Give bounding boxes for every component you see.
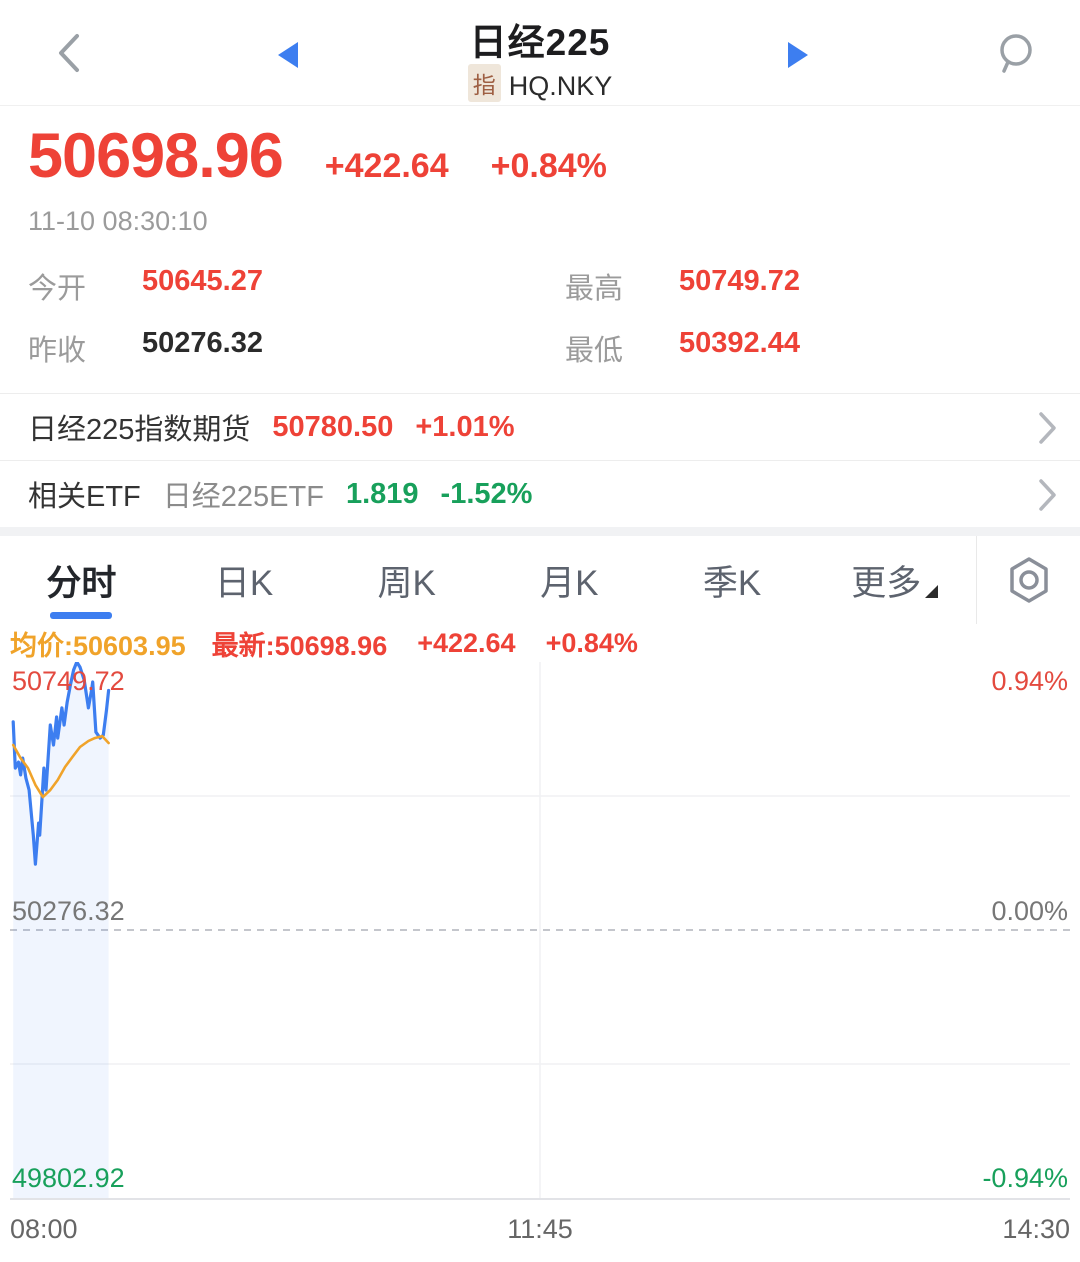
stock-code-row: 指 HQ.NKY [0, 64, 1080, 102]
section-divider [0, 527, 1080, 536]
stat-label: 今开 [28, 273, 87, 305]
chevron-right-icon [1039, 479, 1056, 511]
index-type-badge: 指 [467, 64, 501, 102]
etf-change-pct: -1.52% [440, 477, 533, 510]
header: 日经225 指 HQ.NKY [0, 0, 1080, 106]
last-price: 50698.96 [28, 121, 284, 191]
stock-code: HQ.NKY [508, 71, 613, 101]
dropdown-corner-icon [925, 584, 939, 598]
stat-high: 最高 50749.72 [565, 265, 1052, 307]
stat-value: 50645.27 [142, 265, 263, 297]
tab-label: 更多 [851, 563, 922, 603]
price-change-pct: +0.84% [490, 147, 607, 185]
futures-change-pct: +1.01% [415, 410, 515, 443]
chart-legend: 均价:50603.95 最新:50698.96 +422.64 +0.84% [0, 624, 1080, 662]
latest-price-legend: 最新:50698.96 [211, 630, 388, 661]
etf-name: 日经225ETF [162, 481, 324, 513]
tab-quarterly-k[interactable]: 季K [651, 536, 814, 624]
tab-label: 分时 [46, 563, 117, 603]
tab-weekly-k[interactable]: 周K [325, 536, 488, 624]
futures-price: 50780.50 [272, 410, 394, 443]
stat-prev-close: 昨收 50276.32 [28, 327, 565, 369]
time-close: 14:30 [1002, 1214, 1070, 1244]
page-title: 日经225 [469, 22, 611, 63]
stat-value: 50276.32 [142, 327, 263, 359]
search-icon[interactable] [994, 30, 1038, 76]
tab-daily-k[interactable]: 日K [163, 536, 326, 624]
back-icon[interactable] [50, 30, 90, 76]
legend-change-pct: +0.84% [545, 627, 638, 658]
tab-monthly-k[interactable]: 月K [488, 536, 651, 624]
etf-row-label: 相关ETF [28, 481, 141, 513]
price-change: +422.64 [324, 147, 449, 185]
stat-open: 今开 50645.27 [28, 265, 565, 307]
intraday-chart[interactable]: 50749.72 0.94% 50276.32 0.00% 49802.92 -… [10, 662, 1070, 1208]
avg-price-legend: 均价:50603.95 [10, 630, 186, 661]
time-open: 08:00 [10, 1214, 78, 1244]
time-mid: 11:45 [507, 1214, 573, 1244]
chart-series [11, 662, 111, 1198]
tab-label: 日K [214, 563, 274, 603]
tab-label: 周K [377, 563, 436, 603]
price-row: 50698.96 +422.64 +0.84% [28, 120, 1052, 192]
stat-label: 最高 [565, 273, 624, 305]
futures-label: 日经225指数期货 [28, 414, 251, 446]
prev-stock-icon[interactable] [278, 42, 298, 68]
time-axis: 08:00 11:45 14:30 [10, 1208, 1070, 1245]
tab-label: 季K [702, 563, 762, 603]
etf-price: 1.819 [345, 477, 419, 510]
intraday-chart-canvas [10, 662, 1070, 1200]
stat-value: 50392.44 [679, 327, 800, 359]
legend-change: +422.64 [417, 627, 516, 658]
chart-tab-bar: 分时 日K 周K 月K 季K 更多 [0, 536, 1080, 624]
chevron-right-icon [1039, 412, 1056, 444]
stat-label: 最低 [565, 335, 624, 367]
chart-settings-button[interactable] [976, 536, 1080, 624]
quote-section: 50698.96 +422.64 +0.84% 11-10 08:30:10 [0, 106, 1080, 237]
stat-value: 50749.72 [679, 265, 800, 297]
related-etf-row[interactable]: 相关ETF 日经225ETF 1.819 -1.52% [0, 460, 1080, 527]
stat-label: 昨收 [28, 335, 87, 367]
settings-hex-icon [1009, 557, 1048, 603]
tab-label: 月K [540, 563, 599, 603]
futures-row[interactable]: 日经225指数期货 50780.50 +1.01% [0, 393, 1080, 460]
next-stock-icon[interactable] [788, 42, 808, 68]
stat-low: 最低 50392.44 [565, 327, 1052, 369]
tab-minute[interactable]: 分时 [0, 536, 163, 624]
stats-grid: 今开 50645.27 最高 50749.72 昨收 50276.32 最低 5… [0, 237, 1080, 393]
chart-gridlines [10, 662, 1070, 1200]
quote-timestamp: 11-10 08:30:10 [28, 206, 208, 236]
tab-more[interactable]: 更多 [813, 536, 976, 624]
